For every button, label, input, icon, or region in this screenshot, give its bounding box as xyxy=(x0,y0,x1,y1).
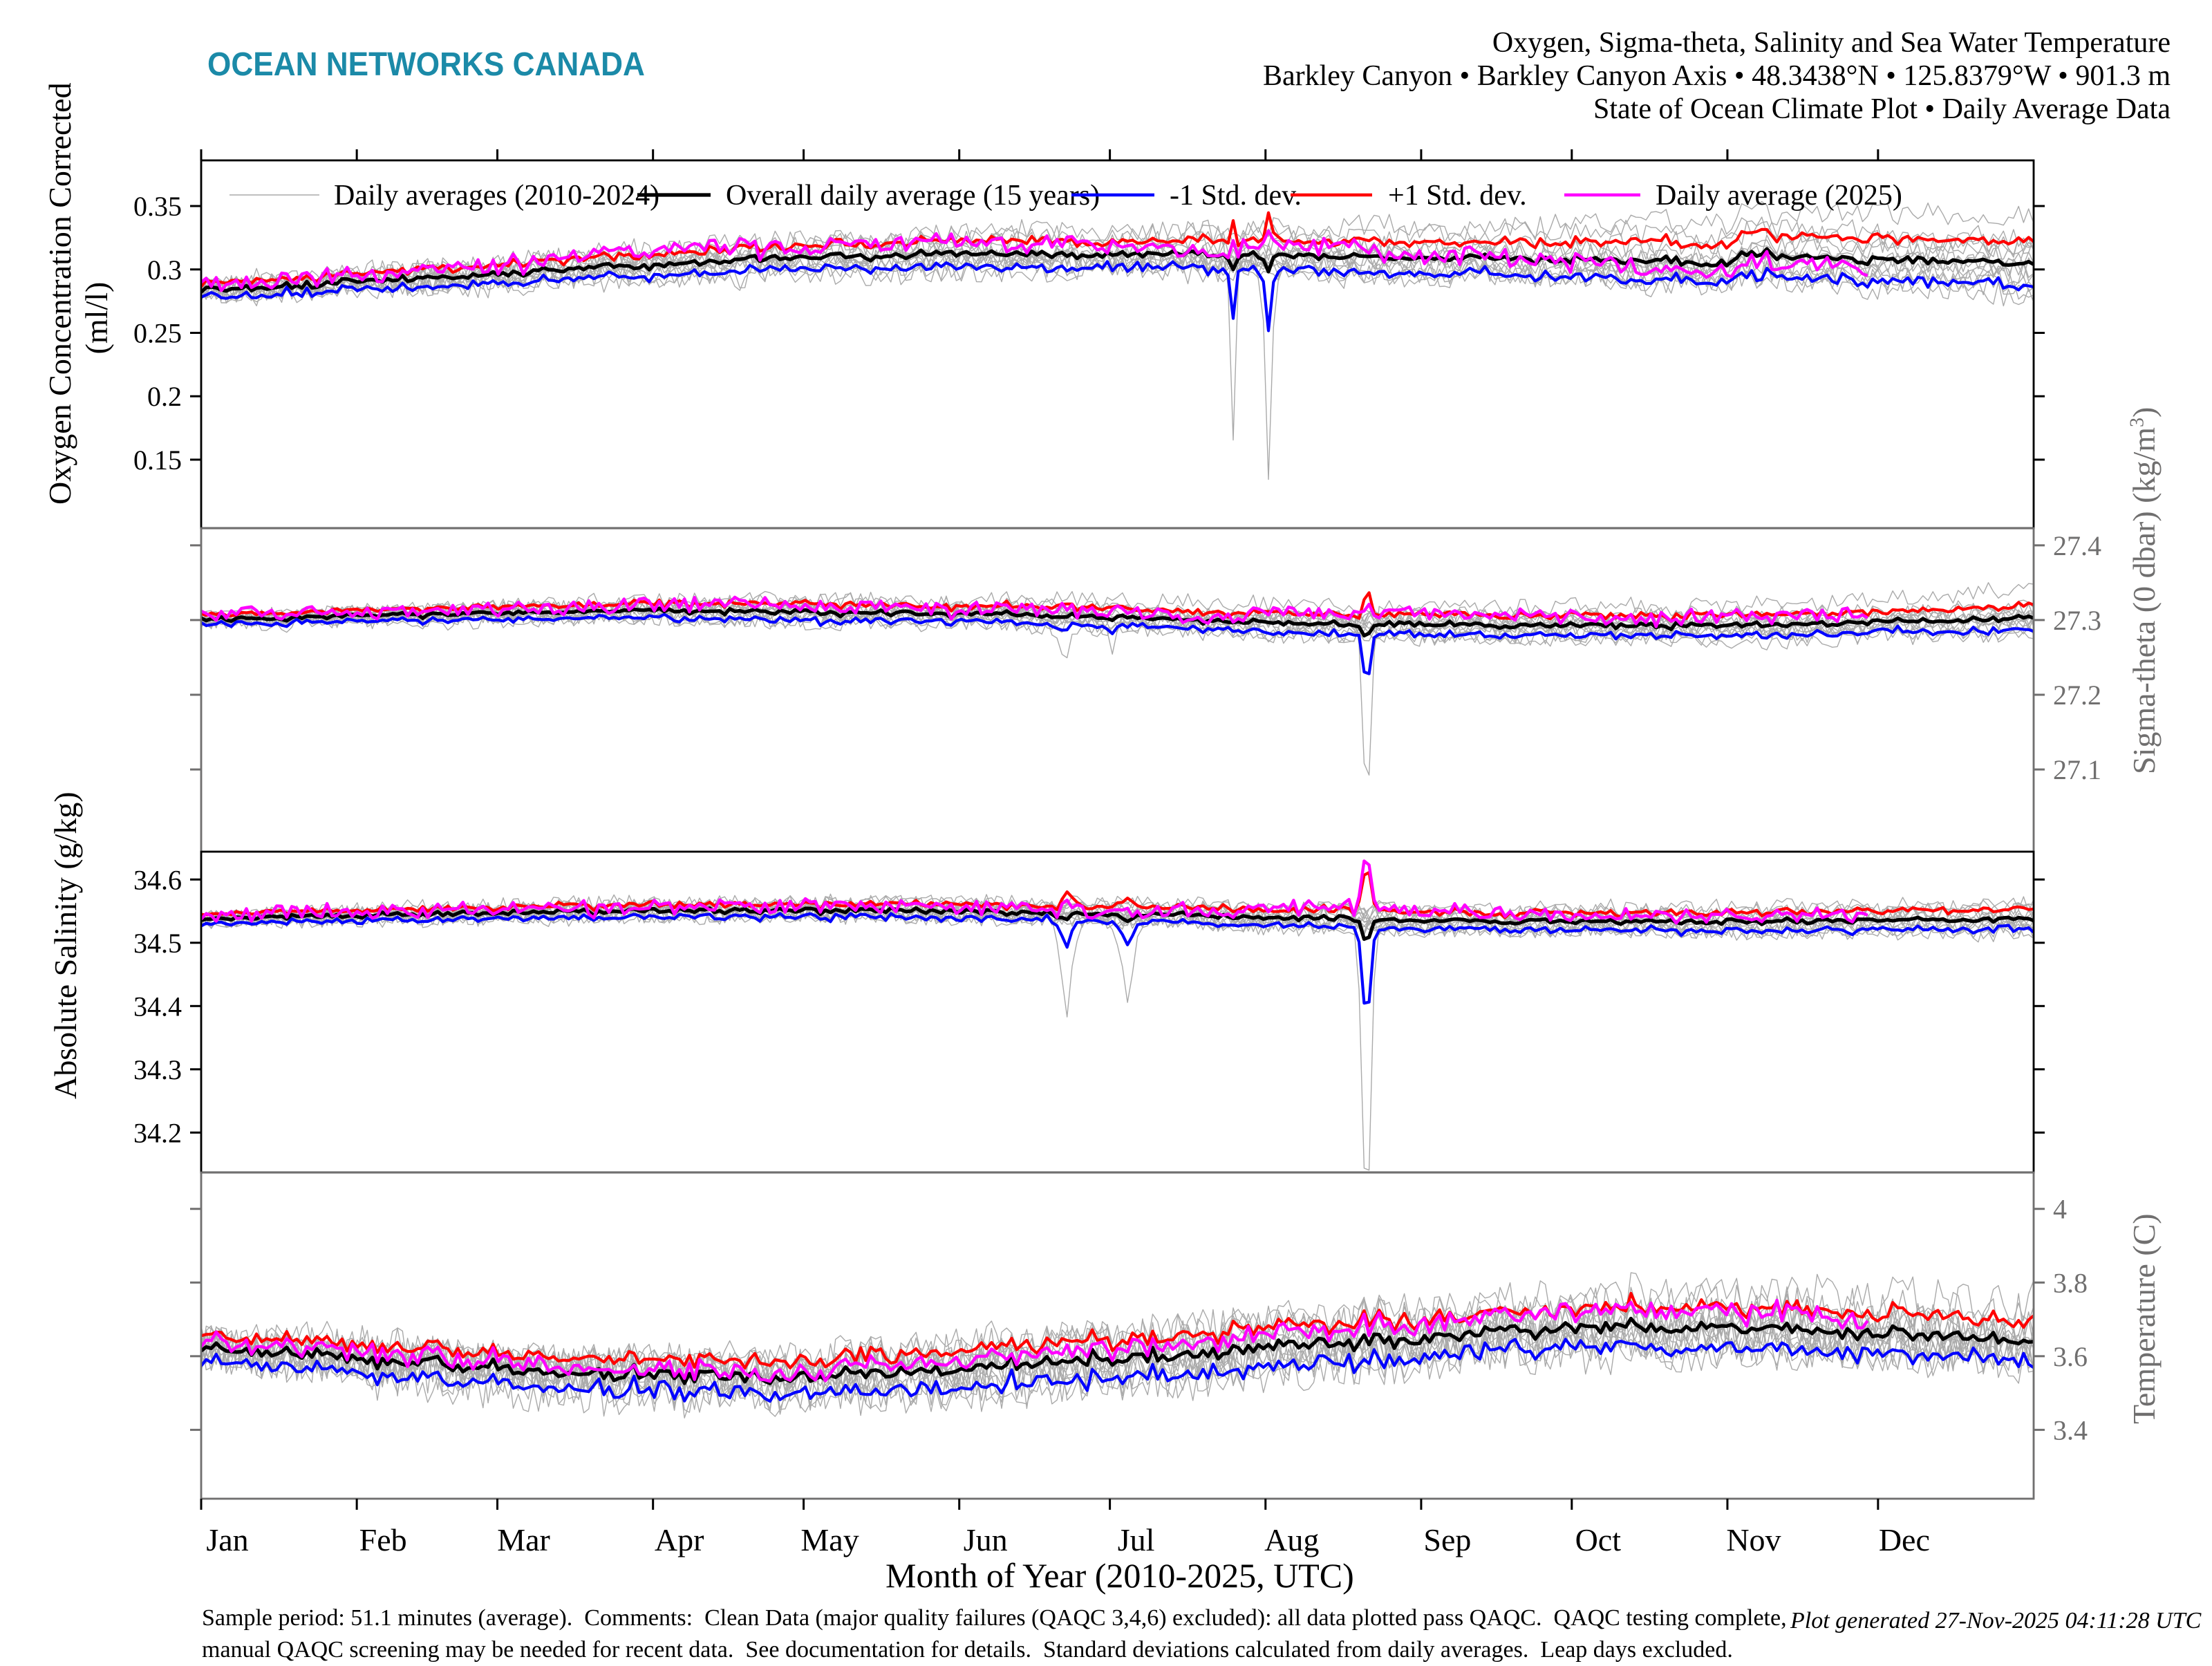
svg-text:3.4: 3.4 xyxy=(2053,1414,2088,1445)
svg-text:0.15: 0.15 xyxy=(133,444,182,476)
svg-text:34.3: 34.3 xyxy=(133,1054,182,1085)
svg-text:-1 Std. dev.: -1 Std. dev. xyxy=(1170,180,1302,212)
svg-text:Jan: Jan xyxy=(206,1522,248,1557)
svg-text:34.2: 34.2 xyxy=(133,1117,182,1148)
svg-text:4: 4 xyxy=(2053,1194,2067,1225)
svg-text:Overall daily average (15 year: Overall daily average (15 years) xyxy=(726,180,1100,212)
svg-text:34.6: 34.6 xyxy=(133,864,182,895)
svg-text:Sep: Sep xyxy=(1423,1522,1471,1557)
svg-text:27.3: 27.3 xyxy=(2053,605,2101,636)
svg-text:Aug: Aug xyxy=(1264,1522,1319,1557)
svg-text:Jul: Jul xyxy=(1118,1522,1155,1557)
svg-text:Apr: Apr xyxy=(655,1522,704,1557)
svg-text:34.5: 34.5 xyxy=(133,928,182,959)
svg-text:Daily average (2025): Daily average (2025) xyxy=(1656,180,1902,212)
svg-text:27.1: 27.1 xyxy=(2053,754,2101,785)
svg-text:Oct: Oct xyxy=(1575,1522,1622,1557)
svg-text:+1 Std. dev.: +1 Std. dev. xyxy=(1388,180,1527,212)
svg-text:Feb: Feb xyxy=(359,1522,407,1557)
svg-text:Jun: Jun xyxy=(964,1522,1008,1557)
svg-text:May: May xyxy=(800,1522,859,1557)
svg-text:0.35: 0.35 xyxy=(133,191,182,222)
svg-text:0.25: 0.25 xyxy=(133,317,182,348)
svg-text:0.2: 0.2 xyxy=(147,381,182,412)
svg-text:Dec: Dec xyxy=(1879,1522,1930,1557)
svg-text:3.8: 3.8 xyxy=(2053,1267,2088,1298)
svg-text:27.2: 27.2 xyxy=(2053,680,2101,711)
svg-text:Daily averages (2010-2024): Daily averages (2010-2024) xyxy=(334,180,659,212)
svg-text:Nov: Nov xyxy=(1726,1522,1781,1557)
svg-text:Mar: Mar xyxy=(497,1522,550,1557)
svg-text:3.6: 3.6 xyxy=(2053,1341,2088,1372)
svg-text:0.3: 0.3 xyxy=(147,254,182,286)
svg-text:34.4: 34.4 xyxy=(133,991,182,1022)
svg-text:27.4: 27.4 xyxy=(2053,530,2101,561)
